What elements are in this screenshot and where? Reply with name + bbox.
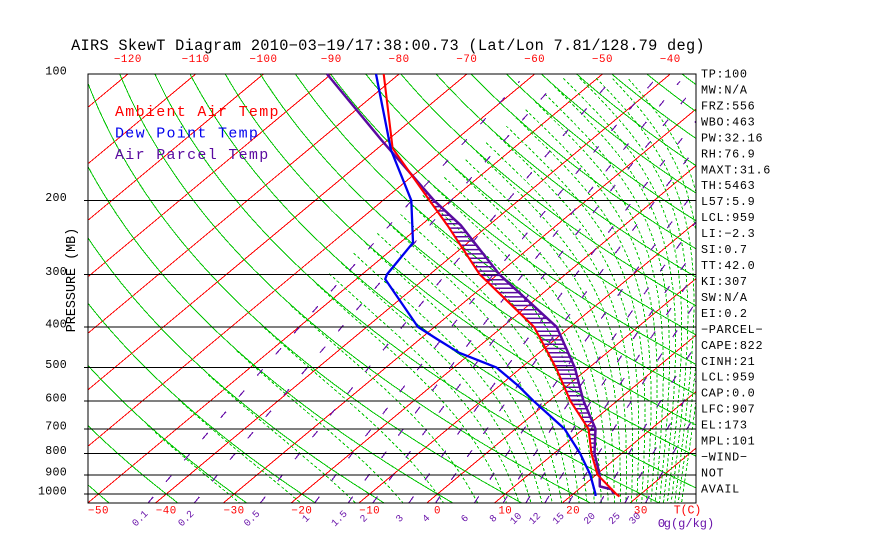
- svg-text:800: 800: [45, 445, 67, 458]
- svg-text:WBO:463: WBO:463: [701, 115, 755, 129]
- svg-text:RH:76.9: RH:76.9: [701, 147, 755, 161]
- svg-text:KI:307: KI:307: [701, 275, 748, 289]
- svg-text:400: 400: [45, 318, 67, 331]
- svg-text:AIRS SkewT Diagram 2010−03−19/: AIRS SkewT Diagram 2010−03−19/17:38:00.7…: [71, 37, 705, 55]
- svg-text:300: 300: [45, 266, 67, 279]
- svg-text:EI:0.2: EI:0.2: [701, 307, 748, 321]
- svg-text:MW:N/A: MW:N/A: [701, 84, 748, 98]
- svg-text:TH:5463: TH:5463: [701, 179, 755, 193]
- svg-text:CAPE:822: CAPE:822: [701, 339, 763, 353]
- svg-text:MAXT:31.6: MAXT:31.6: [701, 163, 771, 177]
- svg-text:30: 30: [634, 506, 648, 518]
- svg-text:CINH:21: CINH:21: [701, 355, 755, 369]
- svg-text:−100: −100: [250, 54, 278, 66]
- svg-text:−20: −20: [291, 506, 312, 518]
- svg-text:Ambient Air Temp: Ambient Air Temp: [115, 104, 280, 121]
- svg-text:Dew Point Temp: Dew Point Temp: [115, 126, 259, 143]
- svg-text:−40: −40: [660, 54, 681, 66]
- svg-text:1000: 1000: [38, 486, 67, 499]
- svg-text:Air Parcel Temp: Air Parcel Temp: [115, 147, 270, 164]
- svg-text:LI:−2.3: LI:−2.3: [701, 227, 755, 241]
- svg-text:200: 200: [45, 192, 67, 205]
- svg-text:−PARCEL−: −PARCEL−: [701, 323, 763, 337]
- svg-text:Θ: Θ: [658, 517, 665, 531]
- svg-text:900: 900: [45, 466, 67, 479]
- svg-text:100: 100: [45, 66, 67, 79]
- svg-text:TT:42.0: TT:42.0: [701, 259, 755, 273]
- svg-text:−50: −50: [592, 54, 613, 66]
- svg-text:−30: −30: [224, 506, 245, 518]
- svg-text:AVAIL: AVAIL: [701, 483, 740, 497]
- svg-text:10: 10: [498, 506, 512, 518]
- svg-text:PW:32.16: PW:32.16: [701, 131, 763, 145]
- svg-text:T(C): T(C): [674, 505, 702, 518]
- svg-text:700: 700: [45, 420, 67, 433]
- svg-text:TP:100: TP:100: [701, 68, 748, 82]
- svg-text:SI:0.7: SI:0.7: [701, 243, 748, 257]
- svg-text:MPL:101: MPL:101: [701, 435, 755, 449]
- svg-text:−110: −110: [182, 54, 210, 66]
- svg-text:SW:N/A: SW:N/A: [701, 291, 748, 305]
- svg-text:20: 20: [566, 506, 580, 518]
- svg-text:500: 500: [45, 359, 67, 372]
- svg-text:LCL:959: LCL:959: [701, 211, 755, 225]
- svg-text:0: 0: [434, 506, 441, 518]
- svg-text:−60: −60: [524, 54, 545, 66]
- svg-text:−WIND−: −WIND−: [701, 451, 748, 465]
- svg-text:−70: −70: [456, 54, 477, 66]
- svg-text:LFC:907: LFC:907: [701, 403, 755, 417]
- svg-text:NOT: NOT: [701, 467, 724, 481]
- svg-text:−90: −90: [321, 54, 342, 66]
- svg-text:FRZ:556: FRZ:556: [701, 99, 755, 113]
- svg-text:−40: −40: [156, 506, 177, 518]
- svg-text:−10: −10: [359, 506, 380, 518]
- svg-text:−120: −120: [114, 54, 142, 66]
- svg-text:L57:5.9: L57:5.9: [701, 195, 755, 209]
- svg-text:g(g/kg): g(g/kg): [664, 517, 714, 531]
- svg-text:−80: −80: [389, 54, 410, 66]
- svg-text:PRESSURE (MB): PRESSURE (MB): [65, 228, 80, 332]
- svg-text:CAP:0.0: CAP:0.0: [701, 387, 755, 401]
- svg-text:−50: −50: [88, 506, 109, 518]
- svg-text:600: 600: [45, 392, 67, 405]
- svg-text:EL:173: EL:173: [701, 419, 748, 433]
- svg-text:LCL:959: LCL:959: [701, 371, 755, 385]
